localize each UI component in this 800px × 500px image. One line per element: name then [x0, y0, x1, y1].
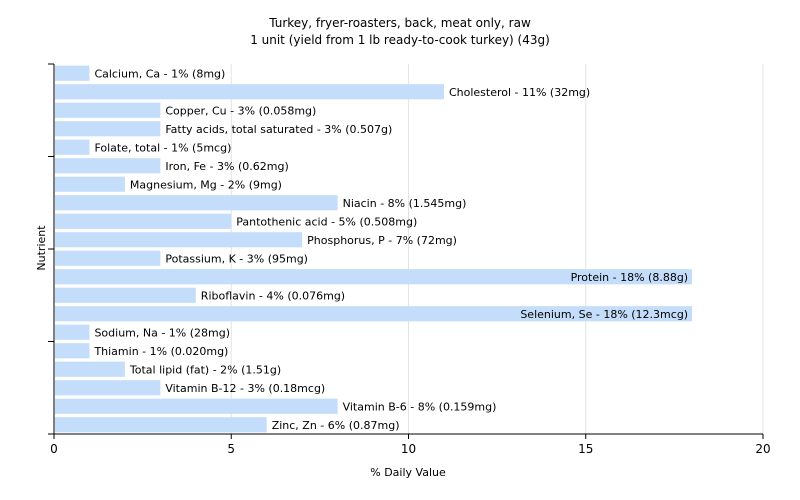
data-label: Copper, Cu - 3% (0.058mg): [165, 104, 316, 117]
data-label: Calcium, Ca - 1% (8mg): [94, 67, 225, 80]
bar: [55, 324, 90, 340]
data-label: Vitamin B-6 - 8% (0.159mg): [343, 400, 497, 413]
x-axis-label: % Daily Value: [370, 466, 446, 479]
data-label: Total lipid (fat) - 2% (1.51g): [129, 363, 281, 376]
data-label: Phosphorus, P - 7% (72mg): [307, 234, 457, 247]
x-tick-label: 15: [578, 442, 593, 456]
chart-subtitle: 1 unit (yield from 1 lb ready-to-cook tu…: [250, 33, 550, 47]
bar: [55, 158, 161, 174]
data-label: Thiamin - 1% (0.020mg): [93, 345, 228, 358]
x-tick-label: 5: [227, 442, 235, 456]
data-label: Protein - 18% (8.88g): [571, 271, 689, 284]
bar: [55, 250, 161, 266]
data-label: Niacin - 8% (1.545mg): [343, 197, 467, 210]
bar: [55, 213, 232, 229]
data-label: Zinc, Zn - 6% (0.87mg): [272, 419, 400, 432]
data-label: Magnesium, Mg - 2% (9mg): [130, 178, 282, 191]
bar: [55, 121, 161, 137]
data-label: Selenium, Se - 18% (12.3mcg): [520, 308, 688, 321]
bar: [55, 361, 125, 377]
bars: Calcium, Ca - 1% (8mg) Cholesterol - 11% …: [55, 65, 693, 433]
bar: [55, 417, 267, 433]
data-label: Cholesterol - 11% (32mg): [449, 86, 590, 99]
bar: [55, 306, 693, 322]
bar: [55, 269, 693, 285]
y-axis-label: Nutrient: [35, 225, 48, 271]
axes: 0 5 10 15 20: [48, 63, 771, 456]
data-label: Fatty acids, total saturated - 3% (0.507…: [165, 123, 392, 136]
data-label: Folate, total - 1% (5mcg): [94, 141, 231, 154]
data-label: Sodium, Na - 1% (28mg): [94, 326, 230, 339]
bar: [55, 398, 338, 414]
bar: [55, 343, 90, 359]
data-label: Iron, Fe - 3% (0.62mg): [165, 160, 288, 173]
bar: [55, 65, 90, 81]
bar: [55, 176, 125, 192]
data-label: Pantothenic acid - 5% (0.508mg): [236, 215, 417, 228]
bar: [55, 84, 444, 100]
bar: [55, 195, 338, 211]
data-label: Riboflavin - 4% (0.076mg): [201, 289, 345, 302]
bar: [55, 232, 303, 248]
grid-lines: [230, 64, 764, 434]
data-label: Potassium, K - 3% (95mg): [165, 252, 308, 265]
bar: [55, 380, 161, 396]
x-tick-label: 20: [755, 442, 770, 456]
data-label: Vitamin B-12 - 3% (0.18mcg): [165, 382, 325, 395]
x-tick-label: 10: [401, 442, 416, 456]
bar: [55, 287, 196, 303]
chart-title: Turkey, fryer-roasters, back, meat only,…: [268, 16, 531, 30]
x-tick-label: 0: [50, 442, 58, 456]
bar: [55, 139, 90, 155]
bar: [55, 102, 161, 118]
